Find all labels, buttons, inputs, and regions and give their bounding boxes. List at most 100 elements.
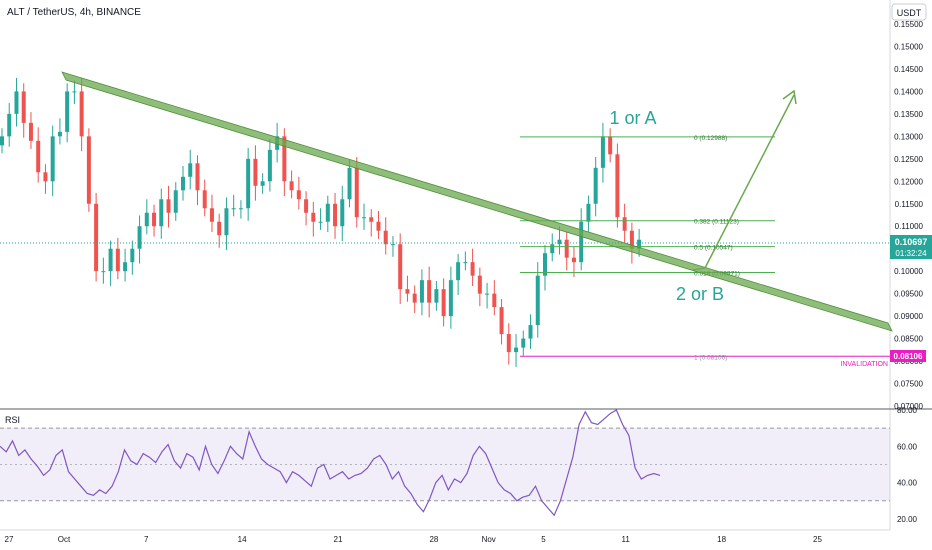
descending-trendline xyxy=(61,71,893,332)
last-price-badge xyxy=(890,235,932,259)
candle-body xyxy=(325,203,330,222)
last-price-value: 0.10697 xyxy=(895,237,928,247)
candle-body xyxy=(398,244,403,290)
candle-body xyxy=(405,289,410,294)
candle-body xyxy=(188,163,193,177)
candle-body xyxy=(144,212,149,227)
candle-body xyxy=(456,262,461,281)
candle-body xyxy=(463,262,468,264)
candle-body xyxy=(36,140,41,173)
wave-label-top[interactable]: 1 or A xyxy=(609,108,656,128)
candle-body xyxy=(224,208,229,236)
price-tick-label: 0.11000 xyxy=(895,222,924,231)
price-tick-label: 0.15000 xyxy=(894,42,923,51)
candle-body xyxy=(593,167,598,204)
candle-body xyxy=(260,181,265,186)
candle-body xyxy=(441,289,446,317)
time-tick-label: 14 xyxy=(238,535,247,544)
fib-level-label: 0 (0.12988) xyxy=(694,135,727,142)
currency-button[interactable] xyxy=(891,3,927,21)
candle-body xyxy=(506,334,511,353)
time-tick-label: 11 xyxy=(622,535,631,544)
invalidation-price-badge xyxy=(890,350,926,362)
symbol-title[interactable]: ALT / TetherUS, 4h, BINANCE xyxy=(7,7,141,18)
price-tick-label: 0.10000 xyxy=(894,267,923,276)
price-tick-label: 0.13500 xyxy=(894,110,923,119)
candle-body xyxy=(615,154,620,218)
candle-body xyxy=(152,212,157,227)
candle-body xyxy=(94,203,99,272)
rsi-tick-label: 60.00 xyxy=(897,442,918,451)
price-tick-label: 0.08500 xyxy=(894,335,923,344)
candle-body xyxy=(202,190,207,209)
fib-level-label: 0.5 (0.10547) xyxy=(694,245,733,252)
candle-body xyxy=(586,203,591,222)
candle-body xyxy=(209,208,214,222)
candle-body xyxy=(362,217,366,219)
candle-body xyxy=(181,176,185,191)
candle-body xyxy=(311,212,316,222)
chart-drawings[interactable] xyxy=(61,71,893,332)
candle-body xyxy=(434,289,439,303)
candle-body xyxy=(28,122,33,141)
candle-body xyxy=(412,293,417,303)
candle-body xyxy=(137,226,142,249)
candle-body xyxy=(448,280,453,317)
candle-body xyxy=(608,136,613,155)
invalidation-price-value: 0.08106 xyxy=(894,352,923,361)
invalidation-label[interactable]: INVALIDATION xyxy=(840,361,888,368)
candle-body xyxy=(485,293,490,295)
candle-body xyxy=(390,244,395,246)
candle-body xyxy=(14,91,19,114)
candle-body xyxy=(43,172,48,182)
time-tick-label: 7 xyxy=(144,535,149,544)
price-tick-label: 0.12500 xyxy=(894,155,923,164)
candle-body xyxy=(72,91,77,93)
candle-body xyxy=(419,280,424,303)
currency-label: USDT xyxy=(897,8,922,18)
candle-body xyxy=(622,217,627,231)
time-tick-label: 5 xyxy=(541,535,546,544)
candle-body xyxy=(514,347,519,353)
candle-body xyxy=(369,217,374,222)
time-tick-label: 25 xyxy=(813,535,822,544)
candle-body xyxy=(579,221,584,263)
time-tick-label: Nov xyxy=(482,535,496,544)
candle-body xyxy=(7,113,12,137)
candle-body xyxy=(195,163,200,191)
candle-body xyxy=(101,271,106,273)
candle-body xyxy=(173,190,178,213)
time-axis-ticks[interactable]: 27 Oct 7 14 21 28 Nov 5 11 18 25 xyxy=(5,535,823,544)
candle-body xyxy=(231,208,236,210)
candle-body xyxy=(499,307,504,335)
candle-body xyxy=(629,230,634,249)
candle-body xyxy=(238,208,243,210)
time-tick-label: 18 xyxy=(717,535,726,544)
candle-body xyxy=(57,131,62,137)
price-tick-label: 0.11500 xyxy=(895,200,924,209)
candle-body xyxy=(376,221,381,231)
candle-body xyxy=(333,203,338,227)
rsi-pane[interactable]: 80.00 60.00 40.00 20.00 xyxy=(0,406,918,524)
candle-body xyxy=(253,158,258,186)
candle-body xyxy=(535,275,540,326)
candle-body xyxy=(79,91,84,137)
candle-body xyxy=(492,293,497,308)
wave-label-bottom[interactable]: 2 or B xyxy=(676,284,724,304)
rsi-tick-label: 20.00 xyxy=(897,515,918,524)
candle-body xyxy=(470,262,475,276)
candle-body xyxy=(427,280,432,303)
bar-countdown: 01:32:24 xyxy=(895,249,927,258)
rsi-line xyxy=(0,409,661,517)
fib-level-label: 1 (0.08106) xyxy=(694,354,727,361)
candle-body xyxy=(86,136,91,204)
time-tick-label: 27 xyxy=(5,535,14,544)
candle-body xyxy=(123,262,128,272)
candle-body xyxy=(115,248,120,272)
candle-body xyxy=(543,253,547,276)
time-tick-label: Oct xyxy=(58,535,71,544)
price-tick-label: 0.07000 xyxy=(894,402,923,411)
candle-body xyxy=(65,91,70,132)
